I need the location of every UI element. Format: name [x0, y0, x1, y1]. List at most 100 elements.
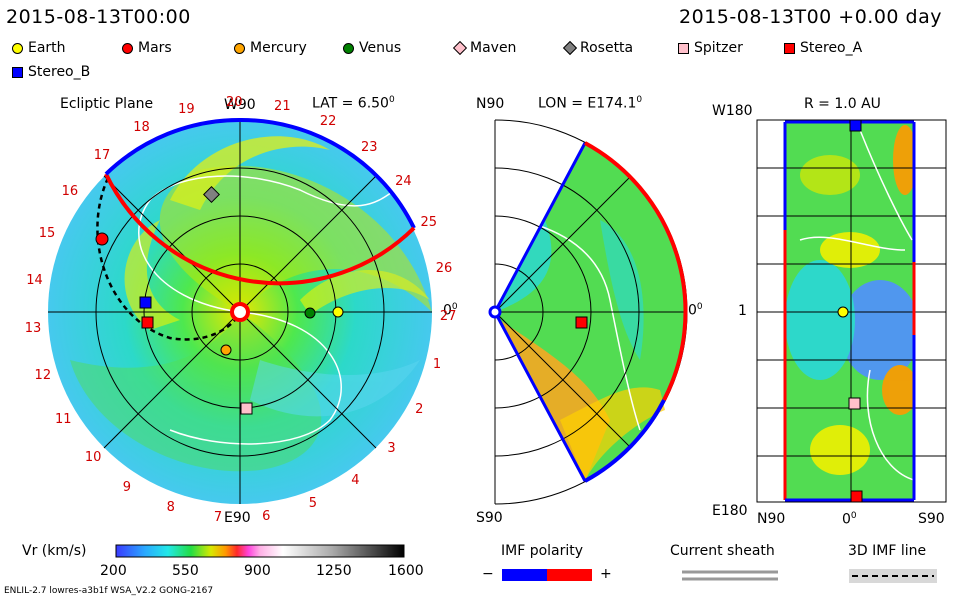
ecliptic-bottom-label: E90: [224, 510, 251, 526]
carrington-label: 25: [420, 215, 438, 231]
mars-marker: [95, 232, 109, 246]
carrington-label: 15: [38, 226, 56, 242]
r1au-panel: [756, 119, 947, 503]
square-marker-icon: [12, 66, 23, 78]
legend-item: Mercury: [234, 40, 307, 56]
colorbar-tick: 550: [172, 563, 199, 579]
colorbar-tick: 1250: [316, 563, 352, 579]
carrington-label: 7: [213, 510, 223, 526]
carrington-label: 22: [319, 114, 337, 130]
carrington-label: 10: [84, 450, 102, 466]
meridional-stereo-a-marker: [575, 316, 588, 329]
carrington-label: 21: [274, 99, 291, 115]
carrington-label: 20: [225, 95, 243, 111]
offset-title: 2015-08-13T00 +0.00 day: [679, 6, 942, 28]
legend-label: Venus: [359, 40, 402, 56]
legend-label: Mercury: [250, 40, 307, 56]
meridional-top-label: N90: [476, 96, 505, 112]
legend-item: Stereo_B: [12, 64, 90, 80]
legend-label: Spitzer: [694, 40, 743, 56]
imf-plus: +: [600, 566, 612, 582]
carrington-label: 27: [439, 309, 457, 325]
colorbar-label: Vr (km/s): [22, 543, 87, 559]
legend-item: Stereo_A: [784, 40, 862, 56]
legend-item: Earth: [12, 40, 66, 56]
carrington-label: 11: [54, 412, 72, 428]
imf-label: IMF polarity: [501, 543, 584, 559]
stereo-a-marker: [141, 316, 154, 329]
legend-item: Mars: [122, 40, 172, 56]
carrington-label: 24: [395, 173, 412, 189]
square-marker-icon: [784, 42, 795, 54]
legend-label: Stereo_A: [800, 40, 863, 56]
carrington-label: 6: [262, 508, 271, 524]
map-stereo-a-marker: [850, 490, 863, 503]
w180-label: W180: [712, 103, 753, 119]
meridional-bottom-label: S90: [476, 510, 503, 526]
lat-label: LAT = 6.500: [312, 95, 395, 112]
ecliptic-title: Ecliptic Plane: [60, 96, 154, 112]
sheath-label: Current sheath: [670, 543, 775, 559]
legend-item: Maven: [452, 40, 517, 56]
carrington-label: 9: [122, 480, 132, 496]
ecliptic-plane-panel: [48, 117, 432, 504]
circle-marker-icon: [343, 42, 354, 54]
colorbar-tick: 200: [100, 563, 127, 579]
rosetta-marker: [203, 186, 220, 203]
n90-label: N90: [757, 511, 786, 527]
carrington-label: 16: [61, 183, 79, 199]
carrington-label: 4: [351, 473, 360, 489]
s90-label: S90: [918, 511, 945, 527]
circle-marker-icon: [234, 42, 245, 54]
map-earth-marker: [837, 306, 849, 318]
legend-label: Maven: [470, 40, 517, 56]
imf-minus: −: [482, 566, 494, 582]
map-spitzer-marker: [848, 397, 861, 410]
carrington-label: 8: [166, 500, 175, 516]
legend-label: Earth: [28, 40, 66, 56]
colorbar-tick: 1600: [388, 563, 424, 579]
mercury-marker: [220, 344, 232, 356]
carrington-label: 3: [387, 441, 396, 457]
lon-label: LON = E174.10: [538, 95, 643, 112]
carrington-label: 13: [24, 321, 42, 337]
imf-positive-bar: [547, 569, 592, 581]
map-stereo-b-marker: [849, 119, 862, 132]
carrington-label: 23: [361, 139, 378, 155]
colorbar-tick: 900: [244, 563, 271, 579]
carrington-label: 26: [435, 260, 453, 276]
sun-icon: [230, 302, 250, 322]
speed-colorbar: [115, 544, 405, 558]
ecliptic-top-label: W90: [224, 97, 256, 113]
carrington-label: 18: [133, 119, 150, 135]
r-title: R = 1.0 AU: [804, 96, 881, 112]
carrington-label: 5: [308, 496, 318, 512]
square-marker-icon: [678, 42, 689, 54]
datetime-title: 2015-08-13T00:00: [6, 6, 191, 28]
e180-label: E180: [712, 503, 748, 519]
imf-negative-bar: [502, 569, 547, 581]
carrington-label: 12: [34, 368, 52, 384]
circle-marker-icon: [12, 42, 23, 54]
carrington-label: 17: [93, 147, 111, 163]
legend-item: Spitzer: [678, 40, 743, 56]
spitzer-marker: [240, 402, 253, 415]
circle-marker-icon: [122, 42, 133, 54]
meridional-right-label: 00: [688, 302, 703, 319]
earth-marker: [332, 306, 344, 318]
carrington-label: 2: [415, 401, 424, 417]
legend-label: Rosetta: [580, 40, 634, 56]
carrington-label: 19: [178, 102, 195, 118]
venus-marker: [304, 307, 316, 319]
model-footer: ENLIL-2.7 lowres-a3b1f WSA_V2.2 GONG-216…: [4, 586, 214, 596]
legend-item: Rosetta: [562, 40, 634, 56]
imf3d-label: 3D IMF line: [848, 543, 927, 559]
x-mid-label: 00: [842, 511, 857, 528]
legend-item: Venus: [343, 40, 401, 56]
carrington-label: 1: [432, 356, 442, 372]
ecliptic-right-label: 00: [443, 302, 458, 319]
mid-left-label: 1: [738, 303, 747, 319]
meridional-panel: [488, 119, 688, 505]
carrington-label: 14: [26, 272, 43, 288]
